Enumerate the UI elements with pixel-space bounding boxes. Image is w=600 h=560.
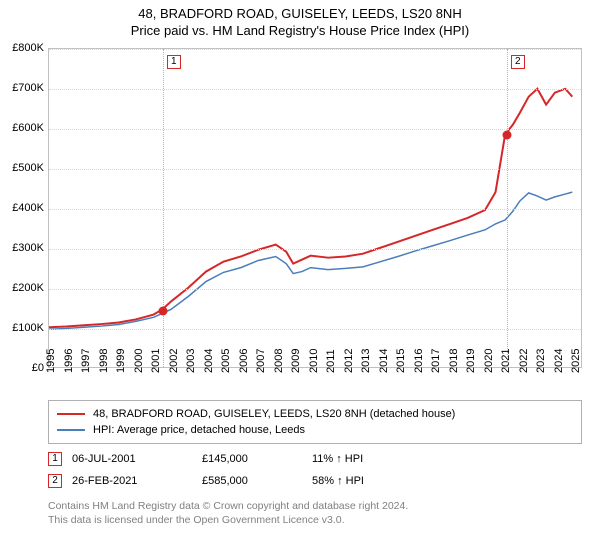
y-tick-label: £100K xyxy=(0,322,44,334)
footnote-line1: Contains HM Land Registry data © Crown c… xyxy=(48,500,582,514)
x-tick-label: 2009 xyxy=(290,349,302,373)
x-tick-label: 1995 xyxy=(45,349,57,373)
x-tick-label: 2003 xyxy=(185,349,197,373)
footnote: Contains HM Land Registry data © Crown c… xyxy=(48,500,582,527)
x-tick-label: 2001 xyxy=(150,349,162,373)
x-tick-label: 2010 xyxy=(308,349,320,373)
x-tick-label: 2019 xyxy=(465,349,477,373)
legend-swatch-hpi xyxy=(57,429,85,431)
legend-item-hpi: HPI: Average price, detached house, Leed… xyxy=(57,422,573,438)
x-tick-label: 2025 xyxy=(570,349,582,373)
x-tick-label: 1997 xyxy=(80,349,92,373)
x-tick-label: 2012 xyxy=(343,349,355,373)
x-tick-label: 2016 xyxy=(413,349,425,373)
sale-row-1: 1 06-JUL-2001 £145,000 11% ↑ HPI xyxy=(48,448,582,470)
chart-svg xyxy=(49,49,581,367)
sale-date-1: 06-JUL-2001 xyxy=(72,453,192,465)
x-tick-label: 2014 xyxy=(378,349,390,373)
legend-label-hpi: HPI: Average price, detached house, Leed… xyxy=(93,424,305,436)
x-tick-label: 2022 xyxy=(518,349,530,373)
chart-sale-marker: 1 xyxy=(167,55,181,69)
page-title: 48, BRADFORD ROAD, GUISELEY, LEEDS, LS20… xyxy=(0,6,600,21)
x-tick-label: 1996 xyxy=(63,349,75,373)
x-tick-label: 2005 xyxy=(220,349,232,373)
x-tick-label: 2017 xyxy=(430,349,442,373)
footnote-line2: This data is licensed under the Open Gov… xyxy=(48,514,582,528)
page-subtitle: Price paid vs. HM Land Registry's House … xyxy=(0,23,600,38)
y-tick-label: £400K xyxy=(0,202,44,214)
y-tick-label: £300K xyxy=(0,242,44,254)
x-tick-label: 1999 xyxy=(115,349,127,373)
series-line-property xyxy=(49,89,572,328)
x-tick-label: 2002 xyxy=(168,349,180,373)
sale-price-1: £145,000 xyxy=(202,453,302,465)
x-tick-label: 2006 xyxy=(238,349,250,373)
series-line-hpi xyxy=(49,192,572,329)
chart-sale-marker: 2 xyxy=(511,55,525,69)
x-tick-label: 2020 xyxy=(483,349,495,373)
x-tick-label: 2015 xyxy=(395,349,407,373)
x-tick-label: 2011 xyxy=(325,349,337,373)
sale-row-2: 2 26-FEB-2021 £585,000 58% ↑ HPI xyxy=(48,470,582,492)
legend-label-property: 48, BRADFORD ROAD, GUISELEY, LEEDS, LS20… xyxy=(93,408,455,420)
x-tick-label: 2008 xyxy=(273,349,285,373)
y-tick-label: £500K xyxy=(0,162,44,174)
x-tick-label: 1998 xyxy=(98,349,110,373)
y-tick-label: £700K xyxy=(0,82,44,94)
price-chart: 1995199619971998199920002001200220032004… xyxy=(48,48,582,368)
legend-item-property: 48, BRADFORD ROAD, GUISELEY, LEEDS, LS20… xyxy=(57,406,573,422)
sale-marker-1: 1 xyxy=(48,452,62,466)
y-tick-label: £600K xyxy=(0,122,44,134)
x-tick-label: 2023 xyxy=(535,349,547,373)
sale-dot xyxy=(502,131,511,140)
sale-dot xyxy=(158,307,167,316)
x-tick-label: 2013 xyxy=(360,349,372,373)
sale-date-2: 26-FEB-2021 xyxy=(72,475,192,487)
x-tick-label: 2004 xyxy=(203,349,215,373)
legend-swatch-property xyxy=(57,413,85,415)
sales-table: 1 06-JUL-2001 £145,000 11% ↑ HPI 2 26-FE… xyxy=(48,448,582,492)
legend: 48, BRADFORD ROAD, GUISELEY, LEEDS, LS20… xyxy=(48,400,582,444)
x-tick-label: 2024 xyxy=(553,349,565,373)
sale-price-2: £585,000 xyxy=(202,475,302,487)
y-tick-label: £0 xyxy=(0,362,44,374)
y-tick-label: £200K xyxy=(0,282,44,294)
sale-marker-2: 2 xyxy=(48,474,62,488)
sale-delta-2: 58% ↑ HPI xyxy=(312,475,432,487)
x-tick-label: 2018 xyxy=(448,349,460,373)
x-tick-label: 2000 xyxy=(133,349,145,373)
y-tick-label: £800K xyxy=(0,42,44,54)
x-tick-label: 2007 xyxy=(255,349,267,373)
sale-delta-1: 11% ↑ HPI xyxy=(312,453,432,465)
